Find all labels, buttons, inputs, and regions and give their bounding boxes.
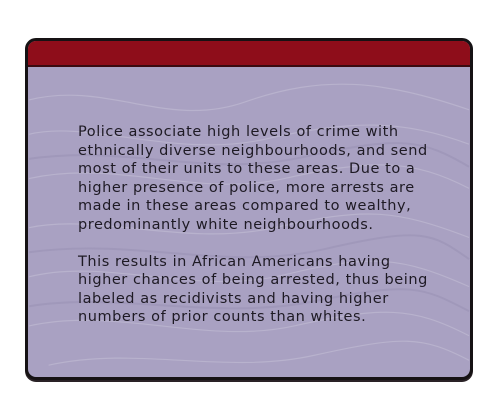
card-body: Police associate high levels of crime wi… bbox=[78, 123, 438, 327]
card-texture bbox=[28, 83, 470, 366]
paragraph-1: Police associate high levels of crime wi… bbox=[78, 124, 428, 233]
info-card: Police associate high levels of crime wi… bbox=[25, 38, 473, 380]
card-header-bar bbox=[28, 41, 470, 67]
paragraph-2: This results in African Americans having… bbox=[78, 253, 428, 326]
